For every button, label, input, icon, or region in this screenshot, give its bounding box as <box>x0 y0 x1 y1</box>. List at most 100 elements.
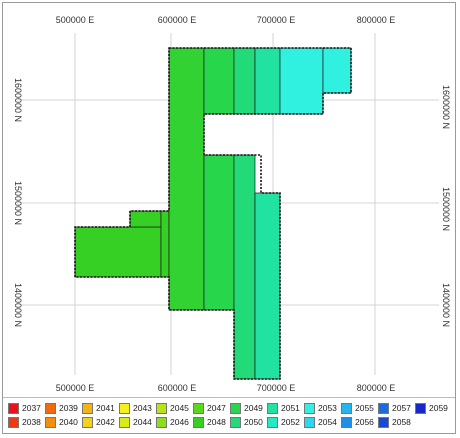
legend-swatch-2058 <box>378 416 389 428</box>
legend-swatch-2052 <box>267 416 278 428</box>
legend-swatch-2040 <box>45 416 56 428</box>
legend-item-2042: 2042 <box>82 416 115 428</box>
legend-item-2041: 2041 <box>82 402 115 414</box>
zone-step <box>129 210 162 228</box>
legend-item-2048: 2048 <box>193 416 226 428</box>
zone-strip-2 <box>168 47 205 311</box>
legend-swatch-2059 <box>415 402 426 414</box>
legend-label-2057: 2057 <box>392 403 411 413</box>
right-northing-label-1: 1600000 N <box>441 85 451 129</box>
left-northing-label-2: 1500000 N <box>13 181 23 225</box>
legend-label-2039: 2039 <box>59 403 78 413</box>
legend-item-2054: 2054 <box>304 416 337 428</box>
top-easting-label-1: 500000 E <box>56 15 95 25</box>
top-easting-label-2: 600000 E <box>158 15 197 25</box>
legend-label-2051: 2051 <box>281 403 300 413</box>
legend-label-2055: 2055 <box>355 403 374 413</box>
map-canvas: 500000 E 600000 E 700000 E 800000 E 5000… <box>13 15 451 393</box>
legend-item-2037: 2037 <box>8 402 41 414</box>
legend-label-2043: 2043 <box>133 403 152 413</box>
legend-swatch-2056 <box>341 416 352 428</box>
legend-label-2046: 2046 <box>170 417 189 427</box>
legend-label-2056: 2056 <box>355 417 374 427</box>
legend-swatch-2047 <box>193 402 204 414</box>
legend-label-2045: 2045 <box>170 403 189 413</box>
zone-strip-6 <box>279 47 324 115</box>
zone-strip-5 <box>254 47 281 115</box>
legend-label-2038: 2038 <box>22 417 41 427</box>
legend-item-2056: 2056 <box>341 416 374 428</box>
year-legend: 2037 2038 2039 2040 2041 2042 2043 2044 2045 2046… <box>8 402 456 432</box>
legend-item-2055: 2055 <box>341 402 374 414</box>
legend-swatch-2041 <box>82 402 93 414</box>
legend-item-2050: 2050 <box>230 416 263 428</box>
legend-item-2044: 2044 <box>119 416 152 428</box>
legend-item-2038: 2038 <box>8 416 41 428</box>
left-northing-label-3: 1400000 N <box>13 283 23 327</box>
legend-label-2041: 2041 <box>96 403 115 413</box>
legend-label-2059: 2059 <box>429 403 448 413</box>
legend-item-2051: 2051 <box>267 402 300 414</box>
legend-label-2042: 2042 <box>96 417 115 427</box>
legend-label-2037: 2037 <box>22 403 41 413</box>
zone-strip-5b <box>254 192 281 380</box>
zone-strip-3b <box>203 154 235 311</box>
legend-swatch-2053 <box>304 402 315 414</box>
legend-divider <box>3 397 455 398</box>
bottom-easting-label-1: 500000 E <box>56 383 95 393</box>
legend-item-2057: 2057 <box>378 402 411 414</box>
bottom-easting-label-3: 700000 E <box>257 383 296 393</box>
legend-swatch-2044 <box>119 416 130 428</box>
map-frame: 500000 E 600000 E 700000 E 800000 E 5000… <box>2 2 456 434</box>
zone-strip-4 <box>233 47 256 115</box>
legend-label-2044: 2044 <box>133 417 152 427</box>
legend-item-2039: 2039 <box>45 402 78 414</box>
top-easting-label-4: 800000 E <box>357 15 396 25</box>
left-northing-label-1: 1600000 N <box>13 78 23 122</box>
zone-strip-3 <box>203 47 235 115</box>
right-northing-label-2: 1500000 N <box>441 187 451 231</box>
legend-label-2050: 2050 <box>244 417 263 427</box>
legend-swatch-2049 <box>230 402 241 414</box>
legend-label-2052: 2052 <box>281 417 300 427</box>
legend-swatch-2046 <box>156 416 167 428</box>
legend-item-2043: 2043 <box>119 402 152 414</box>
zone-strip-4b <box>233 154 256 380</box>
year-zones <box>74 47 352 380</box>
zone-strip-7 <box>322 47 352 94</box>
legend-swatch-2042 <box>82 416 93 428</box>
zone-strip-1 <box>160 210 170 278</box>
region-boundary <box>74 47 352 380</box>
legend-label-2047: 2047 <box>207 403 226 413</box>
legend-item-2052: 2052 <box>267 416 300 428</box>
legend-swatch-2038 <box>8 416 19 428</box>
legend-label-2040: 2040 <box>59 417 78 427</box>
legend-item-2049: 2049 <box>230 402 263 414</box>
legend-label-2058: 2058 <box>392 417 411 427</box>
legend-item-2045: 2045 <box>156 402 189 414</box>
legend-swatch-2057 <box>378 402 389 414</box>
legend-swatch-2043 <box>119 402 130 414</box>
legend-item-2046: 2046 <box>156 416 189 428</box>
legend-swatch-2054 <box>304 416 315 428</box>
legend-item-2059: 2059 <box>415 402 448 414</box>
legend-item-2053: 2053 <box>304 402 337 414</box>
bottom-easting-label-4: 800000 E <box>357 383 396 393</box>
legend-item-2058: 2058 <box>378 416 411 428</box>
legend-label-2054: 2054 <box>318 417 337 427</box>
right-northing-label-3: 1400000 N <box>441 283 451 327</box>
legend-swatch-2045 <box>156 402 167 414</box>
legend-item-2047: 2047 <box>193 402 226 414</box>
top-easting-label-3: 700000 E <box>257 15 296 25</box>
legend-swatch-2037 <box>8 402 19 414</box>
legend-swatch-2050 <box>230 416 241 428</box>
legend-label-2053: 2053 <box>318 403 337 413</box>
legend-swatch-2055 <box>341 402 352 414</box>
legend-label-2049: 2049 <box>244 403 263 413</box>
legend-swatch-2048 <box>193 416 204 428</box>
legend-swatch-2051 <box>267 402 278 414</box>
legend-item-2040: 2040 <box>45 416 78 428</box>
legend-swatch-2039 <box>45 402 56 414</box>
legend-label-2048: 2048 <box>207 417 226 427</box>
bottom-easting-label-2: 600000 E <box>158 383 197 393</box>
